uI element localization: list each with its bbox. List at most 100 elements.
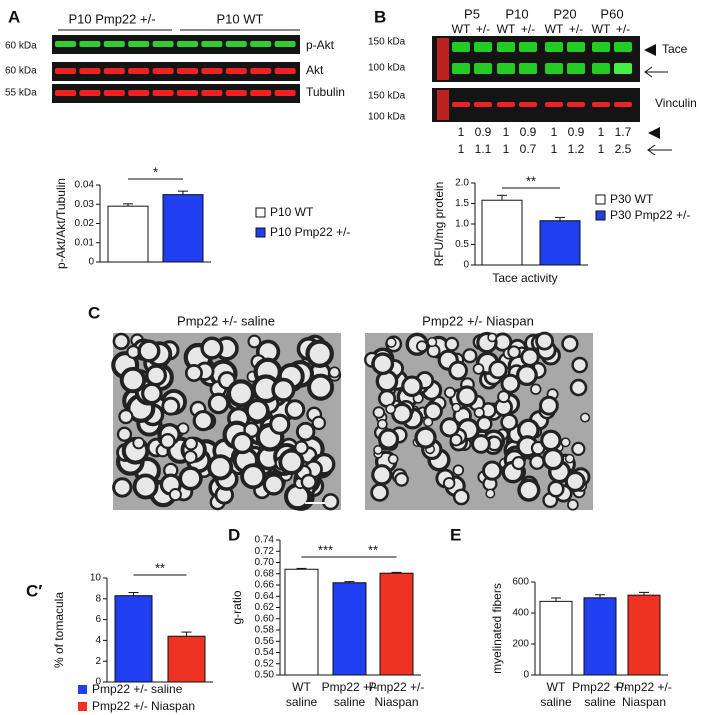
legend-label: Pmp22 +/- Niaspan [92,699,195,713]
axon [137,339,161,363]
axon [192,409,214,432]
blot-band [250,68,272,74]
x-tick-label: Niaspan [374,695,418,709]
x-tick-label: Pmp22 +/- [616,680,672,694]
axon [547,480,565,498]
timepoint: P10 [505,6,528,21]
axon [535,331,554,351]
y-tick-label: 0.64 [255,591,275,602]
axon [416,340,428,353]
y-tick-label: 6 [95,614,101,625]
y-tick-label: 200 [512,639,529,650]
y-tick-label: 4 [95,635,101,646]
blot-band [55,41,76,47]
significance: *** [318,542,333,557]
axon [456,385,478,408]
bar [627,594,661,676]
axon [485,488,496,499]
bar [284,568,319,676]
axon [571,441,586,457]
axon [295,421,316,442]
error-bar [128,592,139,596]
axon [371,352,395,376]
bar [481,199,523,266]
x-tick-label: Pmp22 +/- [369,680,425,694]
axon [141,382,163,405]
blot-band [452,63,470,74]
error-bar [123,203,133,207]
bar [167,635,206,683]
axon [444,336,460,352]
genotype: +/- [476,22,490,36]
kda-marker: 150 kDa [368,37,406,48]
y-tick-label: 0.01 [75,237,95,248]
blot-band [103,90,125,96]
blot-band [225,41,247,47]
legend-label: Pmp22 +/- saline [92,682,183,696]
blot-band [250,90,272,96]
blot-band [103,68,125,74]
x-tick-label: WT [547,680,566,694]
y-tick-label: 0.03 [75,199,95,210]
y-tick-label: 0 [523,670,529,681]
y-tick-label: 0.02 [75,218,95,229]
axon [564,470,586,492]
axon [500,413,519,431]
x-tick-label: WT [292,680,311,694]
blot-band [128,68,150,74]
error-bar [181,631,192,637]
blot-band [201,68,223,74]
band-label: Tubulin [306,85,345,99]
blot-band [274,90,296,96]
axon [307,373,335,401]
micrograph [364,331,593,511]
micrograph-title: Pmp22 +/- Niaspan [422,313,534,328]
blot-band [274,41,296,47]
axon [386,337,397,348]
x-tick-label: saline [540,695,572,709]
axon [511,456,526,471]
ratio: 1 [598,125,605,139]
axon [500,373,521,394]
axon [394,472,409,487]
blot-band [55,68,76,74]
x-tick-label: saline [334,695,366,709]
axon [564,453,575,464]
blot-strip [52,84,300,103]
axon [476,415,493,432]
legend-label: P30 Pmp22 +/- [610,208,690,222]
bar [539,600,573,676]
ratio: 1 [551,142,558,156]
x-axis-label: Tace activity [492,271,557,285]
panel-label: A [8,7,20,26]
y-tick-label: 0 [88,257,94,268]
blot-strip [52,62,300,81]
timepoint: P5 [464,6,480,21]
legend-swatch [595,194,606,205]
blot-band [567,102,585,107]
genotype: WT [497,22,516,36]
blot-band [55,90,76,96]
axon [371,464,393,486]
genotype: +/- [521,22,535,36]
ratio: 1.1 [475,142,492,156]
axon [271,377,296,402]
arrow [647,144,672,156]
panel-label: D [228,525,240,544]
blot-band [452,102,470,107]
axon [385,403,396,415]
significance: ** [368,542,378,557]
blot-group: P10 Pmp22 +/- [68,11,155,26]
y-tick-label: 0.5 [455,239,469,250]
blot-band [497,63,515,74]
axon [305,339,334,368]
blot-strip [52,35,300,54]
axon [487,332,498,343]
y-tick-label: 1.5 [455,198,469,209]
error-bar [555,216,565,221]
band-label: Tace [662,42,688,56]
axon [372,406,386,419]
significance: * [153,164,158,179]
legend-swatch [595,210,606,221]
axon [300,473,317,490]
